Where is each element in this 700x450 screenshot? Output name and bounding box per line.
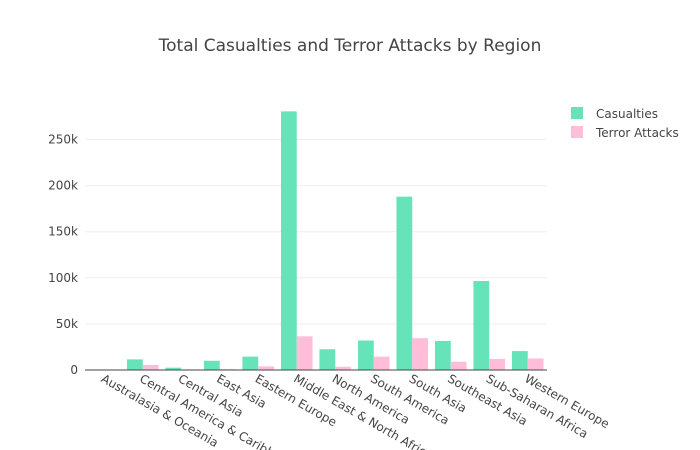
y-tick-label: 100k: [48, 271, 78, 285]
bar-terror-attacks[interactable]: [412, 338, 429, 370]
legend-swatch-casualties[interactable]: [571, 107, 583, 119]
bar-terror-attacks[interactable]: [335, 366, 352, 370]
bar-terror-attacks[interactable]: [527, 358, 544, 370]
bar-casualties[interactable]: [511, 351, 528, 370]
bar-terror-attacks[interactable]: [489, 358, 506, 370]
bar-casualties[interactable]: [165, 367, 182, 370]
legend-label[interactable]: Terror Attacks: [595, 126, 679, 140]
bar-casualties[interactable]: [280, 111, 297, 370]
bar-terror-attacks[interactable]: [373, 356, 390, 370]
y-tick-label: 50k: [56, 317, 78, 331]
bar-casualties[interactable]: [357, 340, 374, 370]
bar-casualties[interactable]: [126, 359, 143, 370]
bar-terror-attacks[interactable]: [142, 364, 159, 370]
y-tick-label: 150k: [48, 225, 78, 239]
legend[interactable]: Casualties Terror Attacks: [571, 107, 679, 140]
legend-label[interactable]: Casualties: [596, 107, 658, 121]
bar-terror-attacks[interactable]: [450, 361, 467, 370]
y-tick-label: 250k: [48, 132, 78, 146]
y-tick-label: 200k: [48, 179, 78, 193]
bar-terror-attacks[interactable]: [258, 366, 275, 370]
bar-casualties[interactable]: [242, 356, 259, 370]
bar-terror-attacks[interactable]: [296, 336, 313, 370]
bar-casualties[interactable]: [396, 196, 413, 370]
gridlines: [85, 138, 547, 325]
chart-title: Total Casualties and Terror Attacks by R…: [158, 36, 542, 56]
bar-casualties[interactable]: [473, 281, 490, 370]
legend-swatch-terror-attacks[interactable]: [571, 126, 583, 138]
bars: [88, 111, 544, 370]
bar-casualties[interactable]: [203, 360, 220, 370]
bar-casualties[interactable]: [319, 349, 336, 370]
y-tick-label: 0: [70, 363, 78, 377]
bar-casualties[interactable]: [434, 340, 451, 370]
